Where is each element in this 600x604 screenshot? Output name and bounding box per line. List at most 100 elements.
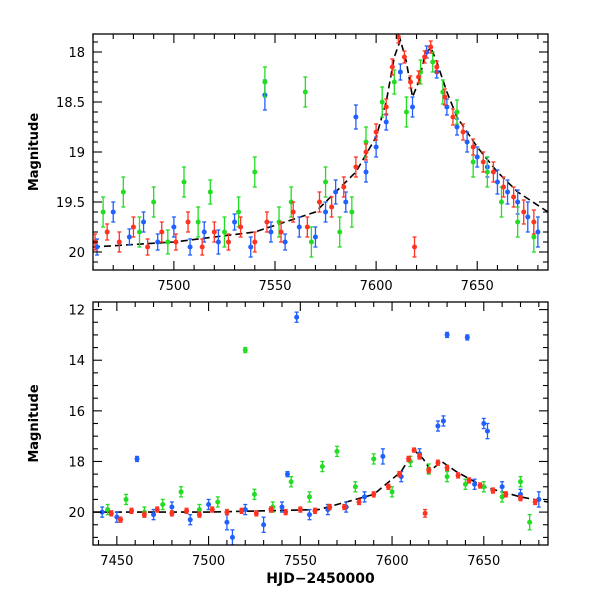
bottom-data-point xyxy=(440,418,446,424)
top-data-point xyxy=(422,54,428,60)
top-data-point xyxy=(185,219,191,225)
bottom-data-point xyxy=(356,499,362,505)
bottom-series-3 xyxy=(108,447,538,523)
top-y-tick-label: 20 xyxy=(68,246,85,261)
top-data-point xyxy=(165,239,171,245)
bottom-data-point xyxy=(187,517,193,523)
bottom-data-point xyxy=(319,464,325,470)
bottom-data-point xyxy=(532,499,538,505)
bottom-data-point xyxy=(239,508,245,514)
top-data-point xyxy=(304,224,310,230)
top-data-point xyxy=(199,244,205,250)
bottom-data-point xyxy=(151,512,157,518)
bottom-data-point xyxy=(517,479,523,485)
bottom-data-point xyxy=(444,465,450,471)
top-data-point xyxy=(262,79,268,85)
top-data-point xyxy=(511,194,517,200)
bottom-data-point xyxy=(297,507,303,513)
bottom-data-point xyxy=(129,508,135,514)
top-data-point xyxy=(391,79,397,85)
top-y-tick-label: 18 xyxy=(68,46,85,61)
top-data-point xyxy=(363,149,369,155)
top-data-point xyxy=(329,204,335,210)
top-data-point xyxy=(401,54,407,60)
top-data-point xyxy=(341,184,347,190)
bottom-data-point xyxy=(444,332,450,338)
top-data-point xyxy=(316,199,322,205)
top-data-point xyxy=(430,59,436,65)
top-data-point xyxy=(151,199,157,205)
top-data-point xyxy=(470,159,476,165)
top-data-point xyxy=(137,229,143,235)
bottom-data-point xyxy=(215,499,221,505)
bottom-data-point xyxy=(517,495,523,501)
top-data-point xyxy=(403,109,409,115)
top-data-point xyxy=(353,114,359,120)
bottom-data-point xyxy=(396,471,402,477)
top-model-curve xyxy=(93,37,548,248)
top-data-point xyxy=(531,219,537,225)
bottom-data-point xyxy=(426,467,432,473)
bottom-data-point xyxy=(490,488,496,494)
top-data-point xyxy=(296,224,302,230)
top-data-point xyxy=(454,109,460,115)
top-data-point xyxy=(470,144,476,150)
bottom-x-tick-label: 7650 xyxy=(467,554,500,569)
bottom-data-point xyxy=(108,510,114,516)
bottom-data-point xyxy=(196,507,202,513)
bottom-data-point xyxy=(499,484,505,490)
bottom-data-point xyxy=(294,314,300,320)
bottom-data-point xyxy=(466,477,472,483)
bottom-x-axis-label: HJD−2450000 xyxy=(266,571,375,587)
top-data-point xyxy=(535,229,541,235)
top-data-point xyxy=(110,209,116,215)
top-data-point xyxy=(238,224,244,230)
top-data-point xyxy=(308,239,314,245)
bottom-data-point xyxy=(268,507,274,513)
top-data-point xyxy=(353,164,359,170)
bottom-data-point xyxy=(380,453,386,459)
bottom-data-point xyxy=(352,484,358,490)
bottom-data-point xyxy=(206,502,212,507)
top-data-point xyxy=(383,119,389,125)
top-y-tick-label: 19.5 xyxy=(56,196,85,211)
top-data-point xyxy=(444,104,450,110)
top-data-point xyxy=(428,44,434,50)
top-data-point xyxy=(100,209,106,215)
top-data-point xyxy=(397,69,403,75)
top-data-point xyxy=(248,244,254,250)
top-data-point xyxy=(349,209,355,215)
top-data-point xyxy=(215,239,221,245)
bottom-data-point xyxy=(464,334,470,340)
top-data-point xyxy=(173,239,179,245)
bottom-data-point xyxy=(261,522,267,528)
bottom-data-point xyxy=(141,512,147,518)
top-data-point xyxy=(126,234,132,240)
bottom-frame xyxy=(92,301,549,546)
top-data-point xyxy=(379,99,385,105)
top-data-point xyxy=(442,94,448,100)
top-data-point xyxy=(268,229,274,235)
top-data-point xyxy=(116,239,122,245)
top-data-point xyxy=(373,144,379,150)
top-x-tick-label: 7500 xyxy=(157,279,190,294)
bottom-data-point xyxy=(455,472,461,478)
bottom-series-1 xyxy=(99,311,542,545)
top-data-point xyxy=(159,229,165,235)
top-data-point xyxy=(181,179,187,185)
top-data-point xyxy=(333,189,339,195)
top-data-point xyxy=(141,219,147,225)
top-data-point xyxy=(474,154,480,160)
bottom-data-point xyxy=(178,489,184,495)
bottom-plot-area xyxy=(93,311,548,545)
top-data-point xyxy=(225,239,231,245)
bottom-data-point xyxy=(284,471,290,477)
bottom-data-point xyxy=(435,460,441,466)
top-data-point xyxy=(252,239,258,245)
bottom-data-point xyxy=(283,509,289,515)
bottom-y-tick-label: 14 xyxy=(68,354,85,369)
top-data-point xyxy=(505,189,511,195)
top-data-point xyxy=(278,229,284,235)
top-data-point xyxy=(288,199,294,205)
